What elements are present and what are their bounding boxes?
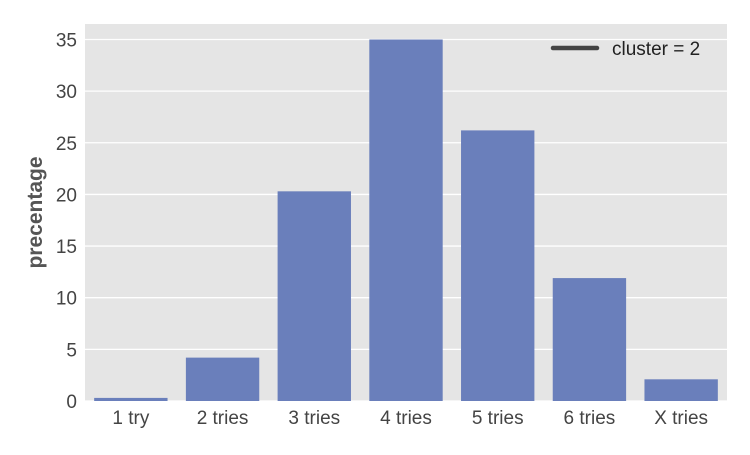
y-tick-label: 5 bbox=[66, 340, 77, 361]
x-tick-label: 5 tries bbox=[472, 408, 524, 429]
bar bbox=[644, 379, 718, 401]
x-tick-label: 3 tries bbox=[288, 408, 340, 429]
x-tick-label: 1 try bbox=[112, 408, 149, 429]
bar bbox=[369, 39, 443, 401]
bar bbox=[94, 397, 168, 401]
y-axis-label: precentage bbox=[24, 156, 47, 268]
x-tick-label: 4 tries bbox=[380, 408, 432, 429]
y-tick-label: 35 bbox=[56, 30, 77, 51]
y-tick-label: 15 bbox=[56, 237, 77, 258]
x-tick-label: 2 tries bbox=[197, 408, 249, 429]
bar bbox=[277, 191, 351, 401]
y-tick-label: 0 bbox=[66, 392, 77, 413]
y-tick-label: 10 bbox=[56, 289, 77, 310]
legend-label: cluster = 2 bbox=[612, 39, 700, 60]
bars bbox=[94, 39, 718, 402]
y-tick-label: 25 bbox=[56, 134, 77, 155]
x-axis-ticks: 1 try 2 tries 3 tries 4 tries 5 tries 6 tries… bbox=[112, 408, 708, 429]
legend: cluster = 2 bbox=[550, 39, 700, 60]
bar bbox=[552, 278, 627, 401]
y-tick-label: 20 bbox=[56, 185, 77, 206]
x-tick-label: X tries bbox=[654, 408, 708, 429]
bar bbox=[461, 130, 535, 402]
y-tick-label: 30 bbox=[56, 82, 77, 103]
x-tick-label: 6 tries bbox=[564, 408, 616, 429]
y-axis-ticks: 0 5 10 15 20 25 30 35 bbox=[56, 30, 77, 413]
bar bbox=[185, 357, 260, 401]
